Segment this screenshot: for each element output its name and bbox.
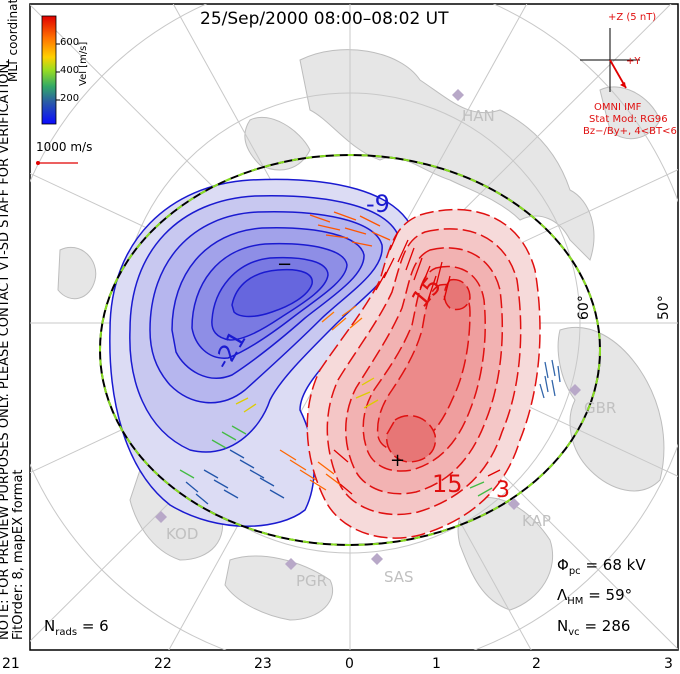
colorbar [42,16,56,124]
stat-n-vc-value: = 286 [584,617,630,635]
potential-min-marker: − [277,254,292,275]
stat-lambda-hm-sub: HM [567,596,583,607]
contour-label-pos-3: 3 [496,478,510,503]
imf-model-line-2: Bz−/By+, 4<BT<6 [583,126,677,137]
latitude-label-50: 50° [656,295,672,320]
stat-n-rads-symbol: N [44,617,55,635]
stat-phi-pc-value: = 68 kV [585,556,645,574]
stat-lambda-hm-symbol: Λ [557,586,567,604]
imf-y-label: +Y [626,56,641,67]
radar-label-sas: SAS [384,568,414,586]
stat-n-vc-symbol: N [557,617,568,635]
stat-n-rads-sub: rads [55,627,77,638]
radar-label-han: HAN [462,107,495,125]
contour-label-pos-15-bottom: 15 [432,470,463,498]
stat-lambda-hm-value: = 59° [588,586,632,604]
colorbar-tick-200: 200 [60,93,79,104]
colorbar-tick-400: 400 [60,65,79,76]
radar-marker-sas [371,553,383,565]
imf-source: OMNI IMF [594,102,641,113]
contour-label-neg-9: -9 [366,190,390,218]
mlt-tick-1: 1 [432,656,441,672]
preview-note: NOTE: FOR PREVIEW PURPOSES ONLY. PLEASE … [0,60,26,640]
imf-model-line-1: Stat Mod: RG96 [589,114,668,125]
stat-phi-pc: Φpc = 68 kV [557,556,646,577]
mlt-tick-0: 0 [345,656,354,672]
radar-label-kod: KOD [166,525,198,543]
preview-note-line-2: FitOrder: 8, mapEX format [12,60,26,640]
mlt-tick-2: 2 [532,656,541,672]
radar-label-gbr: GBR [584,399,616,417]
mlt-tick-22: 22 [154,656,172,672]
radar-label-pgr: PGR [296,572,327,590]
mlt-tick-3: 3 [664,656,673,672]
radar-marker-han [452,89,464,101]
potential-max-marker: + [390,450,405,471]
radar-label-kap: KAP [522,512,551,530]
map-title: 25/Sep/2000 08:00–08:02 UT [200,9,449,29]
colorbar-tick-600: 600 [60,37,79,48]
scale-vector-label: 1000 m/s [36,140,92,154]
imf-z-label: +Z (5 nT) [608,12,656,23]
stat-n-rads: Nrads = 6 [44,617,109,638]
mlt-tick-21: 21 [2,656,20,672]
stat-n-vc-sub: vc [568,627,579,638]
stat-n-vc: Nvc = 286 [557,617,630,638]
stat-n-rads-value: = 6 [82,617,109,635]
stat-phi-pc-sub: pc [569,566,581,577]
stat-phi-pc-symbol: Φ [557,556,569,574]
colorbar-label: Vel [m/s] [78,42,89,86]
mlt-tick-23: 23 [254,656,272,672]
latitude-label-60: 60° [576,295,592,320]
stat-lambda-hm: ΛHM = 59° [557,586,632,607]
